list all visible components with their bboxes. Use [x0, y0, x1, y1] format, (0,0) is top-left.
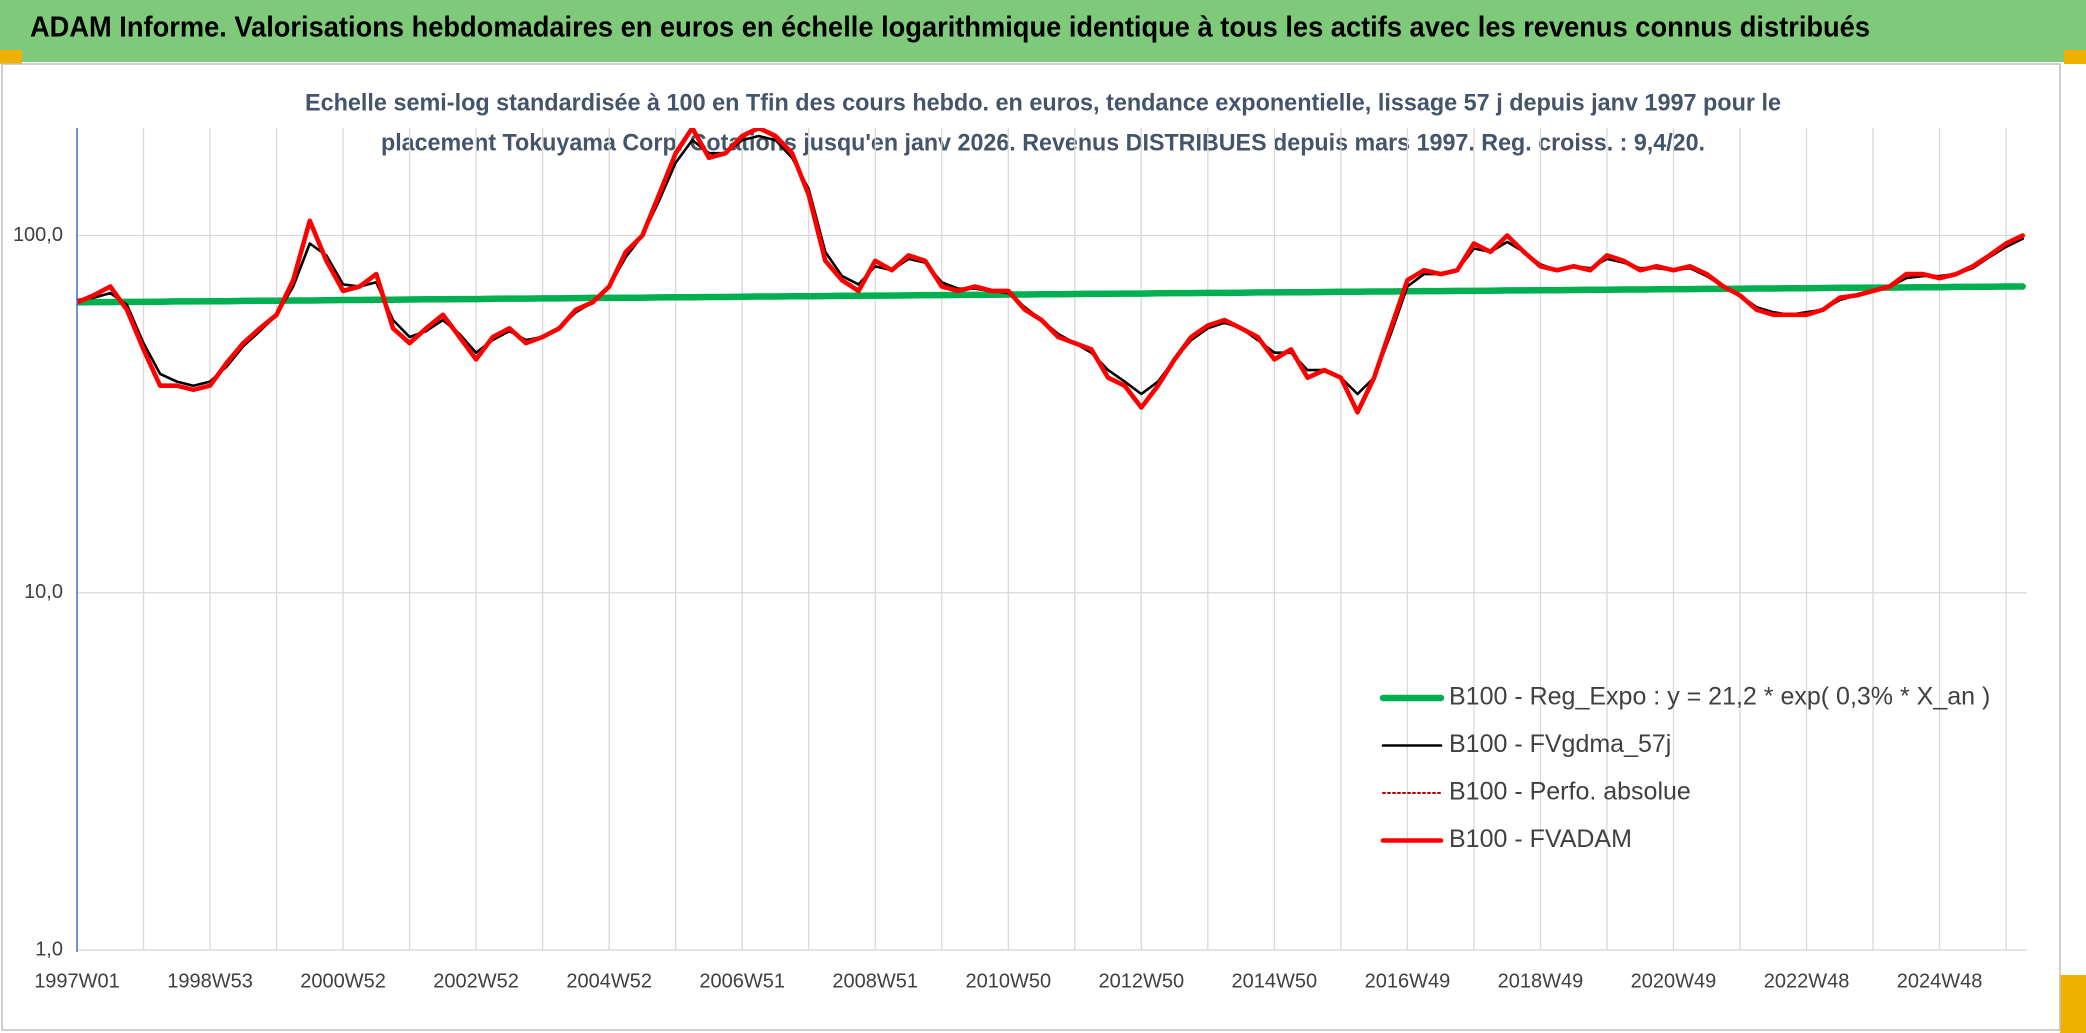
- line-series: [77, 128, 2025, 415]
- plot-area: [77, 128, 2026, 415]
- corner-mark: [2064, 50, 2086, 64]
- header-title: ADAM Informe. Valorisations hebdomadaire…: [30, 12, 1870, 44]
- chart-subtitle: Echelle semi-log standardisée à 100 en T…: [305, 89, 1781, 116]
- header-bar: [0, 0, 2086, 62]
- x-tick-label: 2004W52: [566, 970, 652, 992]
- line-series: [77, 283, 2026, 306]
- x-tick-label: 2010W50: [965, 970, 1051, 992]
- x-tick-label: 2020W49: [1631, 970, 1717, 992]
- x-tick-label: 2008W51: [832, 970, 918, 992]
- x-tick-label: 2022W48: [1764, 970, 1850, 992]
- x-tick-label: 2002W52: [433, 970, 519, 992]
- x-tick-label: 2000W52: [300, 970, 386, 992]
- labels: 1,0 10,0 100,0 1997W01 1998W53 2000W52 2002W52…: [13, 224, 1982, 992]
- legend: B100 - Reg_Expo : y = 21,2 * exp( 0,3% *…: [1379, 683, 1990, 853]
- y-tick-label: 100,0: [13, 224, 63, 246]
- x-tick-label: 2006W51: [699, 970, 785, 992]
- x-tick-label: 2016W49: [1365, 970, 1451, 992]
- x-tick-label: 2018W49: [1498, 970, 1584, 992]
- y-tick-label: 1,0: [35, 938, 63, 960]
- chart-subtitle: placement Tokuyama Corp. Cotations jusqu…: [381, 129, 1705, 156]
- legend-label: B100 - FVADAM: [1449, 825, 1632, 853]
- legend-label: B100 - FVgdma_57j: [1449, 730, 1671, 758]
- x-tick-label: 1997W01: [34, 970, 120, 992]
- chart-frame: [1, 63, 2061, 1031]
- legend-label: B100 - Reg_Expo : y = 21,2 * exp( 0,3% *…: [1449, 683, 1990, 711]
- y-tick-label: 10,0: [24, 581, 63, 603]
- x-tick-label: 2014W50: [1232, 970, 1318, 992]
- x-tick-label: 2024W48: [1897, 970, 1983, 992]
- corner-mark: [2060, 975, 2086, 1033]
- x-tick-label: 1998W53: [167, 970, 253, 992]
- legend-label: B100 - Perfo. absolue: [1449, 778, 1691, 806]
- x-tick-label: 2012W50: [1099, 970, 1185, 992]
- corner-mark: [0, 50, 22, 64]
